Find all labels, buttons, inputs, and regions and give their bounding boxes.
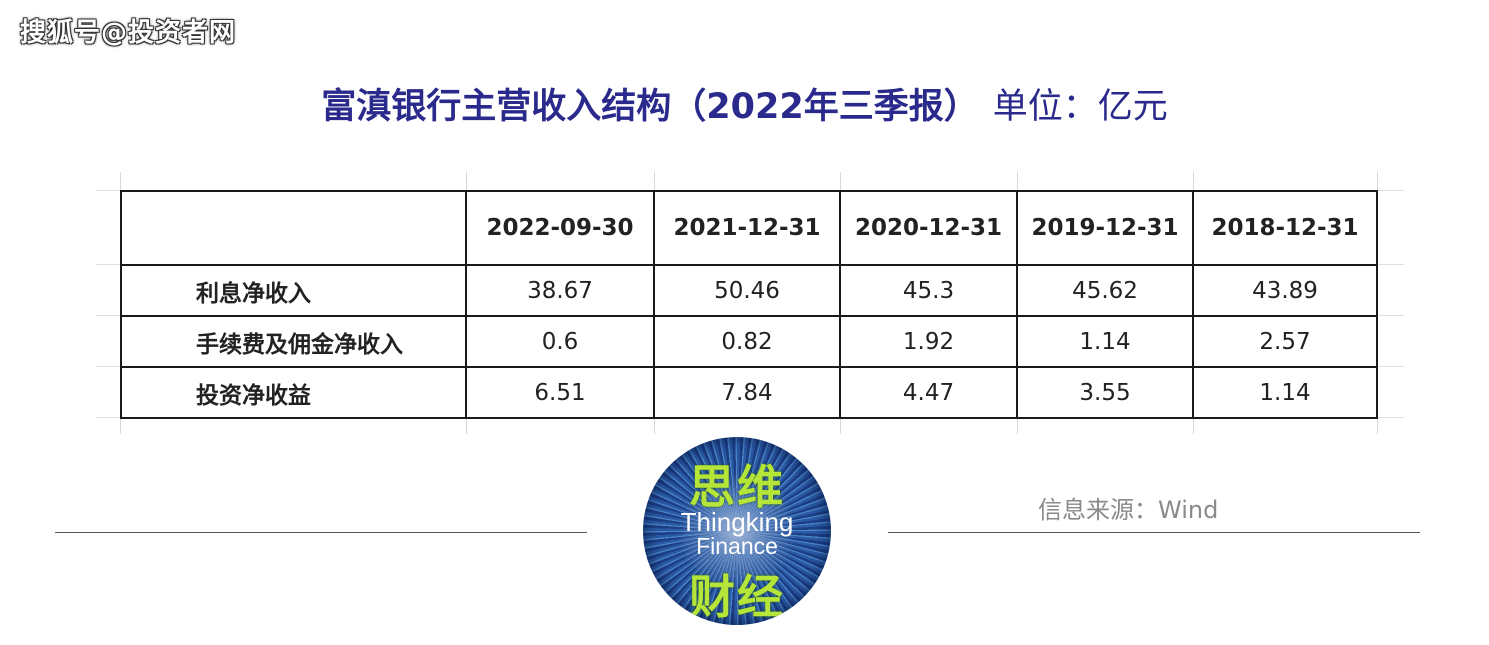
table-cell: 38.67 — [465, 264, 655, 317]
title-unit: 单位：亿元 — [992, 87, 1168, 127]
table-cell: 2.57 — [1192, 315, 1378, 368]
table-cell: 43.89 — [1192, 264, 1378, 317]
table-row: 投资净收益 6.51 7.84 4.47 3.55 1.14 — [120, 366, 1378, 419]
header-cell-date: 2018-12-31 — [1192, 190, 1378, 266]
table-cell: 0.82 — [653, 315, 841, 368]
table-row: 手续费及佣金净收入 0.6 0.82 1.92 1.14 2.57 — [120, 315, 1378, 368]
header-cell-date: 2019-12-31 — [1016, 190, 1194, 266]
table-cell: 6.51 — [465, 366, 655, 419]
header-cell-empty — [120, 190, 467, 266]
table-header-row: 2022-09-30 2021-12-31 2020-12-31 2019-12… — [120, 190, 1378, 266]
row-label: 利息净收入 — [120, 264, 467, 317]
table-cell: 1.14 — [1192, 366, 1378, 419]
table-cell: 0.6 — [465, 315, 655, 368]
table-cell: 3.55 — [1016, 366, 1194, 419]
logo-text-en-line1: Thingking — [680, 507, 794, 537]
table-cell: 50.46 — [653, 264, 841, 317]
thinking-finance-logo: 思维 Thingking Finance 财经 — [643, 437, 831, 625]
divider-right — [888, 532, 1420, 533]
logo-text-en-line2: Finance — [696, 533, 778, 559]
header-cell-date: 2020-12-31 — [839, 190, 1018, 266]
page-title: 富滇银行主营收入结构（2022年三季报） 单位：亿元 — [0, 78, 1489, 129]
title-main: 富滇银行主营收入结构（2022年三季报） — [321, 87, 979, 127]
source-note: 信息来源：Wind — [1038, 496, 1219, 524]
table-cell: 1.14 — [1016, 315, 1194, 368]
table-row: 利息净收入 38.67 50.46 45.3 45.62 43.89 — [120, 264, 1378, 317]
header-cell-date: 2021-12-31 — [653, 190, 841, 266]
table-cell: 45.62 — [1016, 264, 1194, 317]
table-cell: 7.84 — [653, 366, 841, 419]
watermark: 搜狐号@投资者网 — [20, 18, 237, 48]
income-structure-table: 2022-09-30 2021-12-31 2020-12-31 2019-12… — [120, 190, 1378, 419]
divider-left — [55, 532, 587, 533]
table-cell: 4.47 — [839, 366, 1018, 419]
table-cell: 1.92 — [839, 315, 1018, 368]
table-cell: 45.3 — [839, 264, 1018, 317]
header-cell-date: 2022-09-30 — [465, 190, 655, 266]
row-label: 手续费及佣金净收入 — [120, 315, 467, 368]
logo-text-top: 思维 — [689, 460, 785, 514]
row-label: 投资净收益 — [120, 366, 467, 419]
logo-text-bottom: 财经 — [689, 570, 785, 624]
